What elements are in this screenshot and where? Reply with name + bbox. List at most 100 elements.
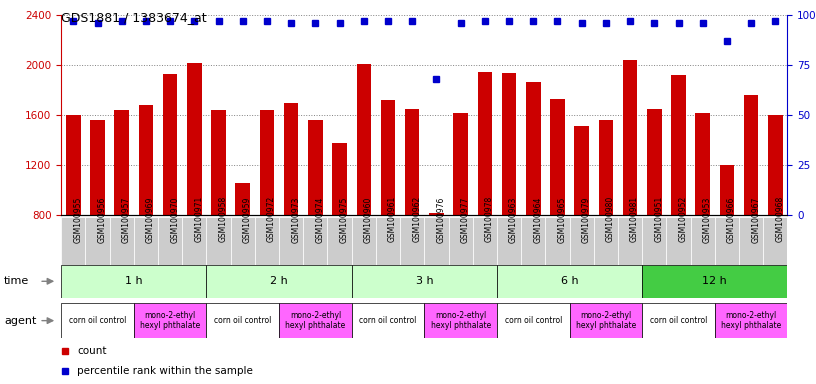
Bar — [521, 217, 545, 265]
Bar — [279, 217, 304, 265]
Bar — [259, 110, 274, 215]
Text: time: time — [4, 276, 29, 286]
Bar — [206, 217, 231, 265]
Text: 2 h: 2 h — [270, 276, 288, 286]
Text: GSM100959: GSM100959 — [242, 196, 252, 243]
Bar — [352, 303, 424, 338]
Bar — [623, 60, 637, 215]
Text: GSM100971: GSM100971 — [194, 196, 203, 242]
Bar — [304, 217, 327, 265]
Bar — [66, 115, 81, 215]
Text: GSM100951: GSM100951 — [654, 196, 663, 242]
Text: GSM100981: GSM100981 — [630, 196, 639, 242]
Bar — [642, 303, 715, 338]
Bar — [255, 217, 279, 265]
Text: GSM100980: GSM100980 — [605, 196, 615, 242]
Text: corn oil control: corn oil control — [504, 316, 562, 325]
Bar — [449, 217, 472, 265]
Text: GSM100966: GSM100966 — [727, 196, 736, 243]
Bar — [61, 217, 86, 265]
Bar — [91, 120, 104, 215]
Bar — [61, 303, 134, 338]
Text: GSM100970: GSM100970 — [170, 196, 180, 243]
Text: GSM100976: GSM100976 — [437, 196, 446, 243]
Bar — [187, 63, 202, 215]
Text: GSM100958: GSM100958 — [219, 196, 228, 242]
Text: percentile rank within the sample: percentile rank within the sample — [78, 366, 253, 376]
Bar — [308, 120, 322, 215]
Bar — [526, 81, 540, 215]
Bar — [61, 265, 206, 298]
Bar — [739, 217, 763, 265]
Bar — [570, 217, 594, 265]
Text: 1 h: 1 h — [125, 276, 143, 286]
Bar — [695, 113, 710, 215]
Text: corn oil control: corn oil control — [69, 316, 126, 325]
Bar — [570, 303, 642, 338]
Text: GSM100965: GSM100965 — [557, 196, 566, 243]
Bar — [497, 217, 521, 265]
Bar — [231, 217, 255, 265]
Bar — [206, 303, 279, 338]
Bar — [477, 71, 492, 215]
Bar — [744, 95, 758, 215]
Bar — [405, 109, 419, 215]
Text: count: count — [78, 346, 107, 356]
Bar — [134, 303, 206, 338]
Bar — [424, 303, 497, 338]
Text: GSM100972: GSM100972 — [267, 196, 276, 242]
Bar — [667, 217, 690, 265]
Text: mono-2-ethyl
hexyl phthalate: mono-2-ethyl hexyl phthalate — [431, 311, 490, 330]
Text: 3 h: 3 h — [415, 276, 433, 286]
Text: GSM100956: GSM100956 — [97, 196, 107, 243]
Bar — [672, 75, 685, 215]
Bar — [642, 217, 667, 265]
Bar — [497, 303, 570, 338]
Bar — [211, 110, 226, 215]
Text: GSM100964: GSM100964 — [533, 196, 543, 243]
Text: GSM100967: GSM100967 — [751, 196, 761, 243]
Text: mono-2-ethyl
hexyl phthalate: mono-2-ethyl hexyl phthalate — [140, 311, 200, 330]
Text: 12 h: 12 h — [703, 276, 727, 286]
Text: mono-2-ethyl
hexyl phthalate: mono-2-ethyl hexyl phthalate — [721, 311, 781, 330]
Bar — [472, 217, 497, 265]
Bar — [114, 110, 129, 215]
Text: mono-2-ethyl
hexyl phthalate: mono-2-ethyl hexyl phthalate — [576, 311, 636, 330]
Text: GSM100961: GSM100961 — [388, 196, 397, 242]
Bar — [158, 217, 182, 265]
Bar — [182, 217, 206, 265]
Bar — [642, 265, 787, 298]
Bar — [690, 217, 715, 265]
Bar — [236, 183, 250, 215]
Text: corn oil control: corn oil control — [214, 316, 272, 325]
Bar — [163, 74, 177, 215]
Bar — [550, 99, 565, 215]
Bar — [327, 217, 352, 265]
Text: GSM100969: GSM100969 — [146, 196, 155, 243]
Text: agent: agent — [4, 316, 37, 326]
Bar — [429, 213, 444, 215]
Bar — [618, 217, 642, 265]
Bar — [284, 103, 299, 215]
Text: GSM100979: GSM100979 — [582, 196, 591, 243]
Bar — [715, 217, 739, 265]
Bar — [497, 265, 642, 298]
Bar — [763, 217, 787, 265]
Text: GSM100960: GSM100960 — [364, 196, 373, 243]
Text: GSM100952: GSM100952 — [678, 196, 688, 242]
Text: GDS1881 / 1383674_at: GDS1881 / 1383674_at — [61, 12, 206, 25]
Text: corn oil control: corn oil control — [359, 316, 417, 325]
Bar — [352, 265, 497, 298]
Bar — [454, 113, 468, 215]
Bar — [424, 217, 449, 265]
Text: GSM100978: GSM100978 — [485, 196, 494, 242]
Bar — [206, 265, 352, 298]
Bar — [332, 143, 347, 215]
Text: GSM100968: GSM100968 — [775, 196, 784, 242]
Text: GSM100953: GSM100953 — [703, 196, 712, 243]
Text: GSM100975: GSM100975 — [339, 196, 348, 243]
Bar — [139, 105, 153, 215]
Text: GSM100973: GSM100973 — [291, 196, 300, 243]
Bar — [502, 73, 517, 215]
Text: GSM100963: GSM100963 — [509, 196, 518, 243]
